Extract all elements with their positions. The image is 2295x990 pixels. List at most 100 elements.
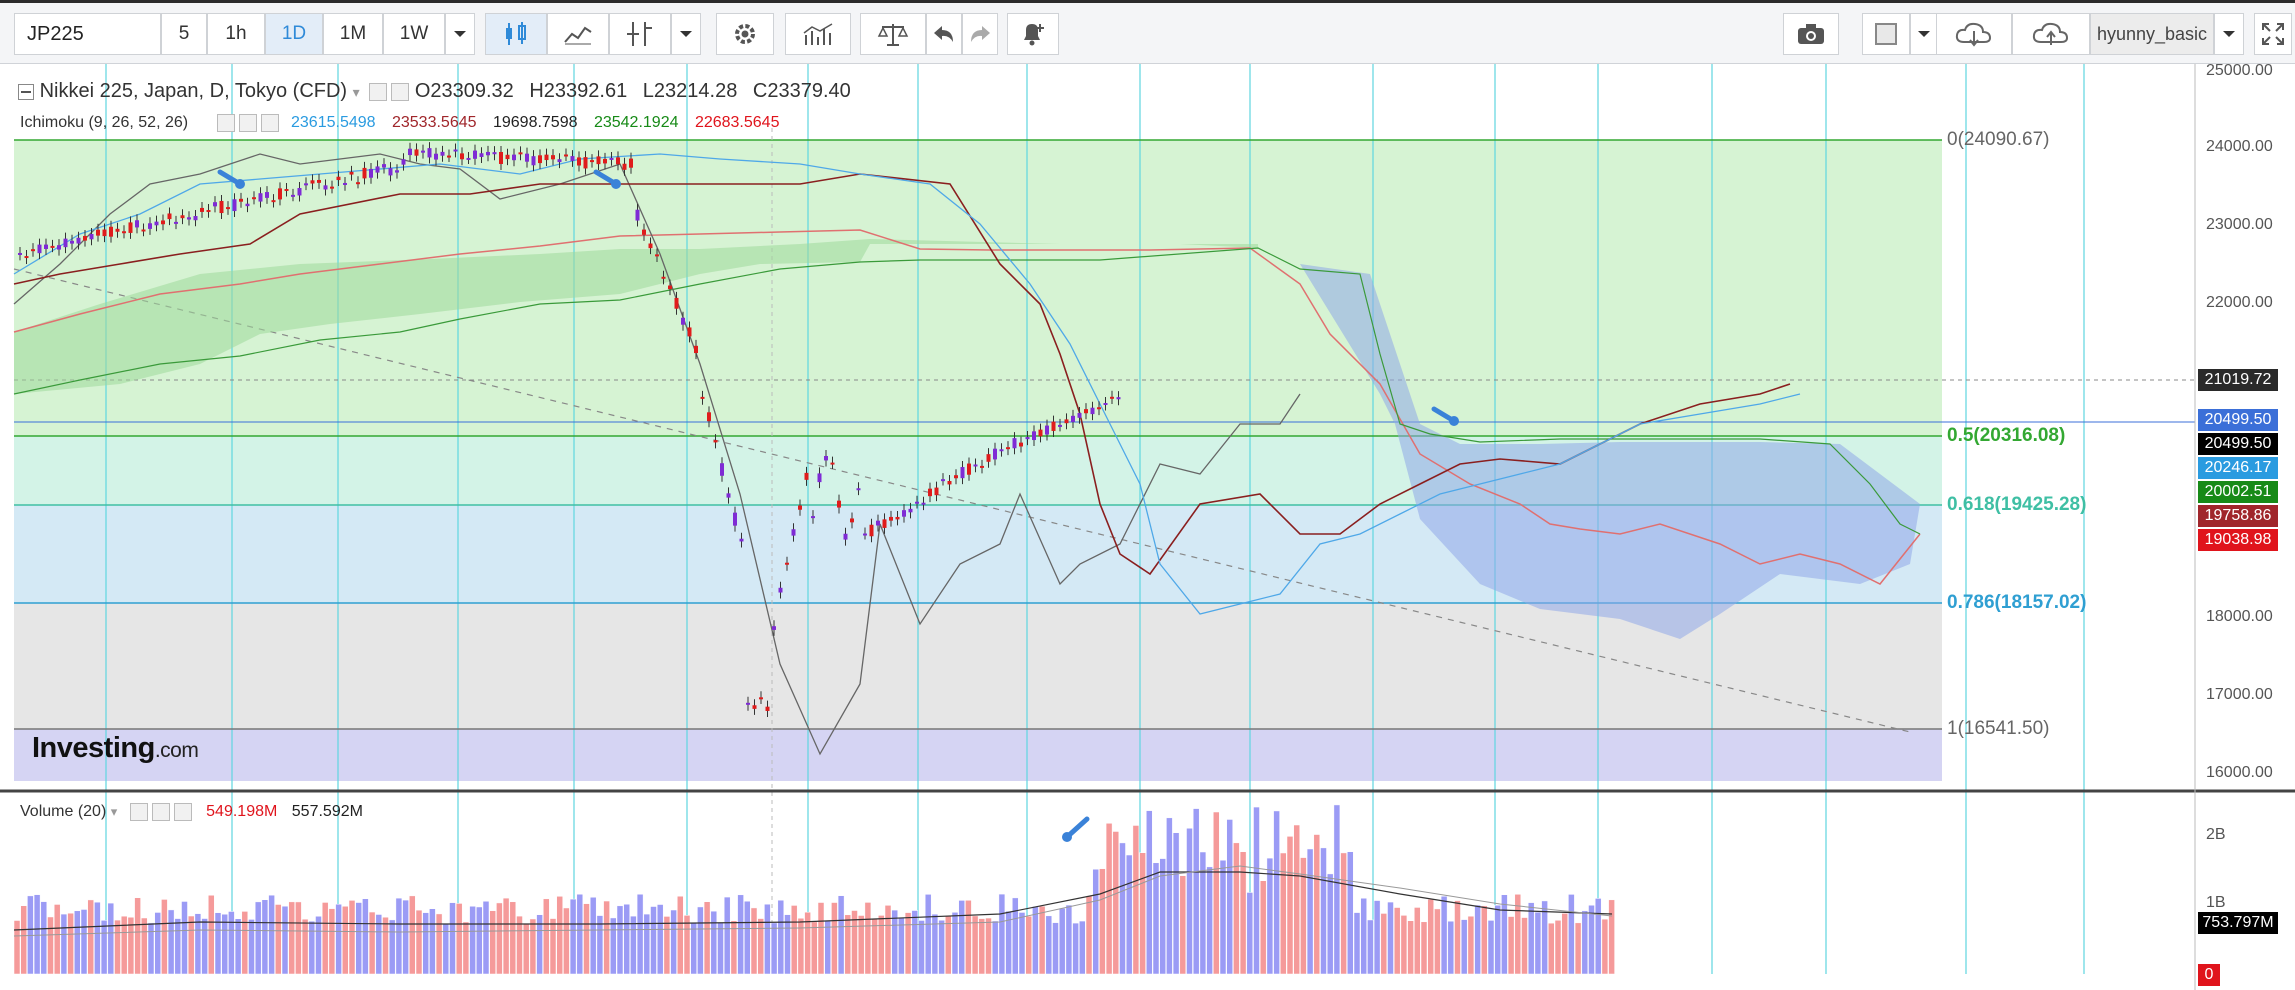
price-tick: 24000.00 — [2206, 138, 2273, 156]
candle-body — [109, 227, 113, 237]
interval-1w-button[interactable]: 1W — [383, 13, 445, 55]
volume-bar — [657, 905, 663, 974]
volume-bar — [1334, 805, 1340, 974]
volume-bar — [1595, 898, 1601, 974]
candle-body — [1058, 425, 1062, 427]
user-dropdown-button[interactable] — [2214, 13, 2244, 55]
symbol-input[interactable]: JP225 — [14, 13, 161, 55]
save-layout-button[interactable] — [2012, 13, 2090, 55]
price-label-senkou-a: 20002.51 — [2198, 481, 2278, 503]
candle-body — [168, 213, 172, 219]
candle-body — [376, 166, 380, 172]
price-label-kijun: 19758.86 — [2198, 505, 2278, 527]
fullscreen-button[interactable] — [2254, 13, 2292, 55]
volume-bar — [939, 920, 945, 974]
ohlc-high: H23392.61 — [529, 80, 627, 102]
interval-5m-button[interactable]: 5 — [161, 13, 207, 55]
candle-body — [1065, 419, 1069, 423]
interval-1d-button[interactable]: 1D — [265, 13, 323, 55]
volume-bar — [14, 921, 20, 974]
screenshot-button[interactable] — [1783, 13, 1839, 55]
candle-body — [532, 156, 536, 165]
close-icon[interactable] — [261, 114, 279, 132]
candle-body — [818, 473, 822, 482]
candle-body — [837, 501, 841, 508]
investing-logo: Investing.com — [32, 732, 198, 765]
chart-area[interactable]: Nikkei 225, Japan, D, Tokyo (CFD) ▾ O233… — [0, 64, 2295, 990]
candle-body — [1078, 413, 1082, 418]
volume-bar — [282, 906, 288, 974]
gear-icon[interactable] — [391, 83, 409, 101]
volume-label: Volume (20) — [20, 803, 106, 820]
toolbar: JP225 5 1h 1D 1M 1W — [0, 0, 2295, 64]
volume-bar — [1421, 922, 1427, 974]
settings-button[interactable] — [716, 13, 774, 55]
candle-body — [597, 156, 601, 164]
volume-bars — [14, 805, 1615, 974]
candle-body — [519, 152, 523, 154]
volume-bar — [818, 903, 824, 974]
load-layout-button[interactable] — [1936, 13, 2012, 55]
volume-bar — [1032, 907, 1038, 974]
gear-icon[interactable] — [152, 803, 170, 821]
volume-bar — [986, 918, 992, 974]
eye-icon[interactable] — [217, 114, 235, 132]
volume-bar — [999, 894, 1005, 974]
volume-bar — [530, 919, 536, 974]
alert-button[interactable] — [1007, 13, 1059, 55]
close-icon[interactable] — [174, 803, 192, 821]
drawing-tools-button[interactable] — [609, 13, 671, 55]
layout-button[interactable] — [1862, 13, 1910, 55]
candle-body — [77, 238, 81, 244]
gear-icon[interactable] — [239, 114, 257, 132]
candle-body — [707, 412, 711, 421]
volume-bar — [919, 920, 925, 974]
candle-body — [148, 223, 152, 229]
candle-body — [902, 510, 906, 517]
volume-bar — [865, 902, 871, 974]
line-chart-button[interactable] — [547, 13, 609, 55]
volume-bar — [1287, 836, 1293, 974]
title-dropdown-icon[interactable]: ▾ — [353, 84, 360, 100]
volume-bar — [711, 911, 717, 974]
candle-body — [935, 488, 939, 496]
interval-1h-button[interactable]: 1h — [207, 13, 265, 55]
eye-icon[interactable] — [369, 83, 387, 101]
candle-body — [636, 210, 640, 221]
collapse-legend-icon[interactable] — [18, 84, 34, 100]
volume-bar — [718, 923, 724, 974]
interval-1m-button[interactable]: 1M — [323, 13, 383, 55]
volume-bar — [905, 913, 911, 974]
volume-bar — [1347, 852, 1353, 974]
undo-button[interactable] — [926, 13, 962, 55]
interval-dropdown-button[interactable] — [445, 13, 475, 55]
volume-bar — [1501, 895, 1507, 974]
chevron-down-icon — [453, 29, 467, 39]
user-menu-button[interactable]: hyunny_basic — [2090, 13, 2214, 55]
volume-bar — [141, 918, 147, 974]
candle-body — [551, 155, 555, 159]
volume-bar — [429, 909, 435, 974]
candles-chart-type-button[interactable] — [485, 13, 547, 55]
volume-bar — [202, 919, 208, 974]
candle-body — [278, 188, 282, 199]
candle-body — [408, 149, 412, 155]
candle-body — [694, 346, 698, 353]
volume-bar — [128, 917, 134, 974]
indicators-button[interactable] — [785, 13, 851, 55]
eye-icon[interactable] — [130, 803, 148, 821]
chart-canvas[interactable] — [0, 64, 2295, 990]
drawing-dropdown-button[interactable] — [671, 13, 701, 55]
volume-bar — [262, 900, 268, 974]
compare-button[interactable] — [860, 13, 926, 55]
volume-bar — [1053, 923, 1059, 974]
volume-bar — [94, 902, 100, 974]
layout-dropdown-button[interactable] — [1910, 13, 1938, 55]
candle-body — [70, 241, 74, 244]
volume-bar — [423, 913, 429, 974]
volume-bar — [1481, 906, 1487, 974]
volume-bar — [624, 904, 630, 974]
volume-dropdown-icon[interactable]: ▾ — [111, 804, 118, 819]
redo-button[interactable] — [962, 13, 998, 55]
volume-bar — [1562, 913, 1568, 974]
